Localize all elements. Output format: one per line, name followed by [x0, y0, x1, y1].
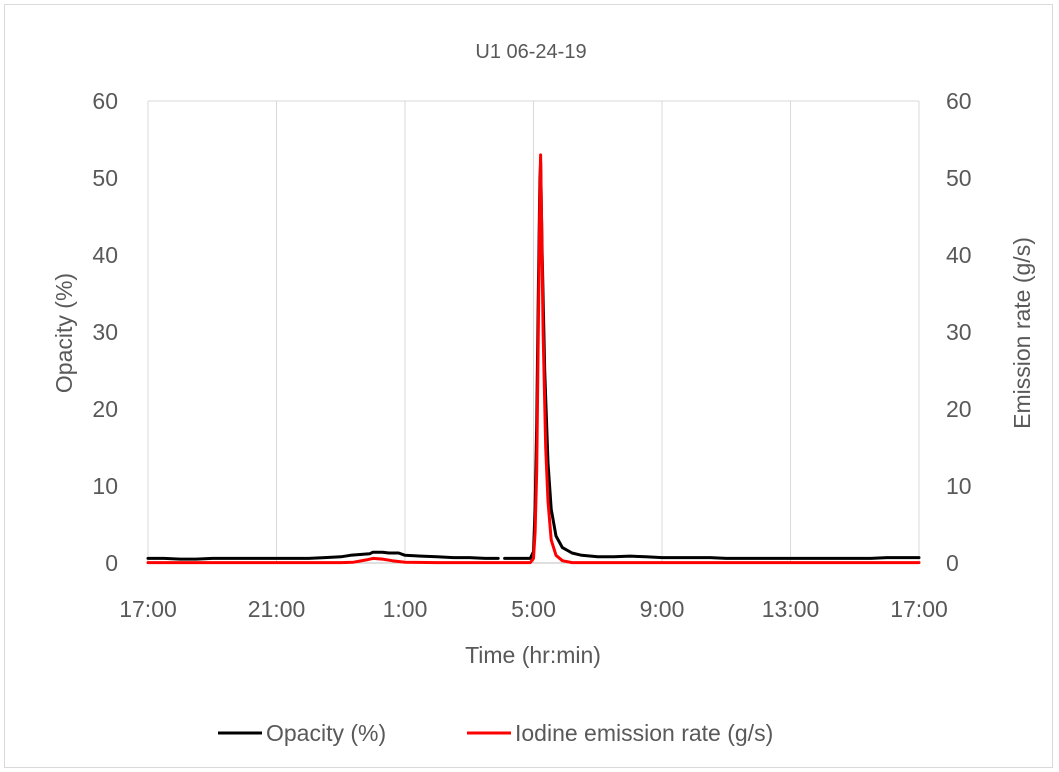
series-line-iodine-emission	[146, 153, 921, 565]
y-tick-label-4: 40	[92, 242, 118, 268]
legend-label-iodine: Iodine emission rate (g/s)	[515, 720, 773, 746]
legend-label-opacity: Opacity (%)	[266, 720, 386, 746]
x-tick-label-5: 13:00	[762, 596, 820, 622]
x-tick-label-0: 17:00	[119, 596, 177, 622]
y2-tick-label-2: 20	[946, 396, 972, 422]
y2-axis-title: Emission rate (g/s)	[1009, 237, 1035, 429]
y2-tick-label-0: 0	[946, 550, 959, 576]
x-tick-label-4: 9:00	[640, 596, 685, 622]
legend: Opacity (%) Iodine emission rate (g/s)	[218, 720, 773, 746]
series-layer	[146, 153, 921, 565]
x-tick-label-1: 21:00	[248, 596, 306, 622]
grid-layer	[147, 100, 920, 564]
y2-tick-label-4: 40	[946, 242, 972, 268]
axis-layer: 17:00 21:00 1:00 5:00 9:00 13:00 17:0001020304…	[92, 88, 971, 622]
y-tick-label-1: 10	[92, 473, 118, 499]
y-axis-title: Opacity (%)	[51, 273, 77, 393]
y2-tick-label-5: 50	[946, 165, 972, 191]
x-axis-title: Time (hr:min)	[465, 642, 601, 668]
y-tick-label-5: 50	[92, 165, 118, 191]
x-tick-label-6: 17:00	[890, 596, 948, 622]
x-tick-label-2: 1:00	[383, 596, 428, 622]
y-tick-label-3: 30	[92, 319, 118, 345]
chart-title: U1 06-24-19	[475, 41, 586, 63]
chart-frame	[4, 4, 1053, 768]
y-tick-label-0: 0	[105, 550, 118, 576]
x-tick-label-3: 5:00	[511, 596, 556, 622]
y-tick-label-2: 20	[92, 396, 118, 422]
y2-tick-label-3: 30	[946, 319, 972, 345]
y2-tick-label-6: 60	[946, 88, 972, 114]
y-tick-label-6: 60	[92, 88, 118, 114]
y2-tick-label-1: 10	[946, 473, 972, 499]
